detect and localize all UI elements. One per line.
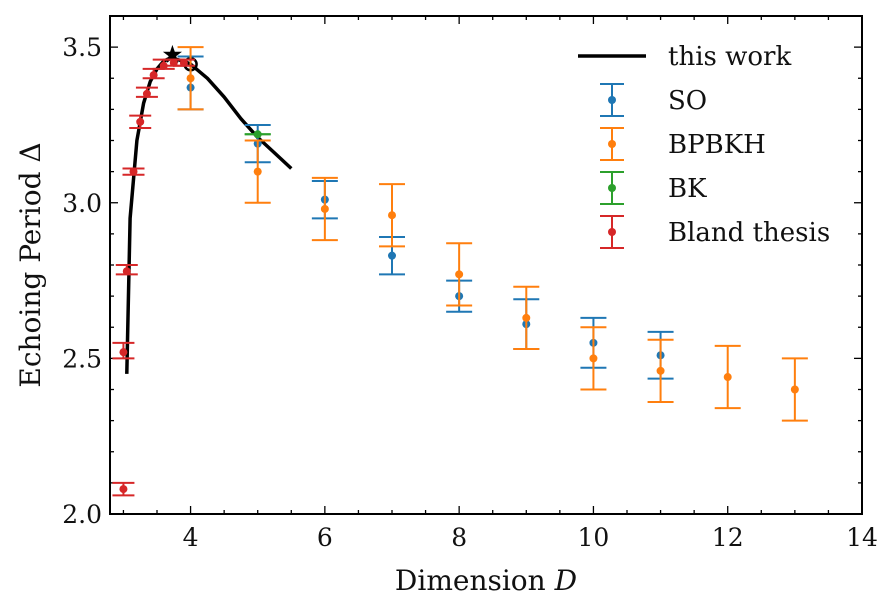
x-axis-label: Dimension D bbox=[395, 564, 577, 597]
y-tick-label: 3.0 bbox=[62, 189, 102, 218]
data-point bbox=[119, 348, 128, 357]
tick-labels: 4 6 8 10 12 14 2.0 2.5 3.0 3.5 bbox=[62, 33, 878, 552]
data-point bbox=[119, 485, 128, 494]
legend-label: BK bbox=[668, 174, 707, 204]
legend-marker bbox=[608, 140, 616, 148]
legend-label-this-work: this work bbox=[668, 42, 791, 72]
data-point bbox=[723, 373, 732, 382]
x-tick-label: 12 bbox=[712, 523, 744, 552]
data-point bbox=[388, 251, 396, 260]
legend-item-bk: BK bbox=[600, 171, 707, 205]
data-point bbox=[253, 130, 262, 139]
data-point bbox=[253, 167, 262, 176]
data-point bbox=[179, 58, 188, 67]
data-point bbox=[656, 366, 665, 375]
x-tick-label: 6 bbox=[317, 523, 333, 552]
legend-item-so: SO bbox=[600, 83, 707, 117]
data-series bbox=[112, 46, 808, 497]
legend-item-bland-thesis: Bland thesis bbox=[600, 215, 830, 249]
star-marker bbox=[162, 44, 182, 63]
series-bk bbox=[244, 130, 271, 139]
legend: this work SO BPBKH BK Bland thesis bbox=[578, 42, 830, 249]
legend-marker bbox=[608, 184, 616, 192]
data-point bbox=[388, 211, 396, 220]
data-point bbox=[136, 117, 145, 126]
legend-marker bbox=[608, 96, 616, 104]
data-point bbox=[589, 354, 598, 363]
data-point bbox=[522, 313, 531, 322]
plot-frame bbox=[109, 15, 863, 515]
data-point bbox=[455, 270, 464, 279]
data-point bbox=[122, 267, 131, 276]
data-point bbox=[790, 385, 799, 394]
y-tick-label: 2.0 bbox=[62, 500, 102, 529]
data-point bbox=[320, 204, 329, 213]
series-bpbkh bbox=[177, 46, 808, 422]
y-tick-label: 2.5 bbox=[62, 344, 102, 373]
data-point bbox=[129, 167, 138, 176]
legend-label: Bland thesis bbox=[668, 218, 830, 248]
x-tick-label: 4 bbox=[183, 523, 199, 552]
legend-label: BPBKH bbox=[668, 130, 766, 160]
data-point bbox=[169, 58, 178, 67]
data-point bbox=[186, 74, 195, 83]
data-point bbox=[149, 71, 158, 80]
legend-marker bbox=[608, 228, 616, 236]
series-bland-thesis bbox=[112, 58, 195, 497]
x-tick-label: 10 bbox=[578, 523, 610, 552]
data-point bbox=[142, 89, 151, 98]
x-tick-label: 8 bbox=[451, 523, 467, 552]
legend-item-bpbkh: BPBKH bbox=[600, 127, 766, 161]
y-axis-label: Echoing Period Δ bbox=[14, 142, 47, 387]
y-tick-label: 3.5 bbox=[62, 33, 102, 62]
x-tick-label: 14 bbox=[846, 523, 878, 552]
legend-label: SO bbox=[668, 86, 707, 116]
